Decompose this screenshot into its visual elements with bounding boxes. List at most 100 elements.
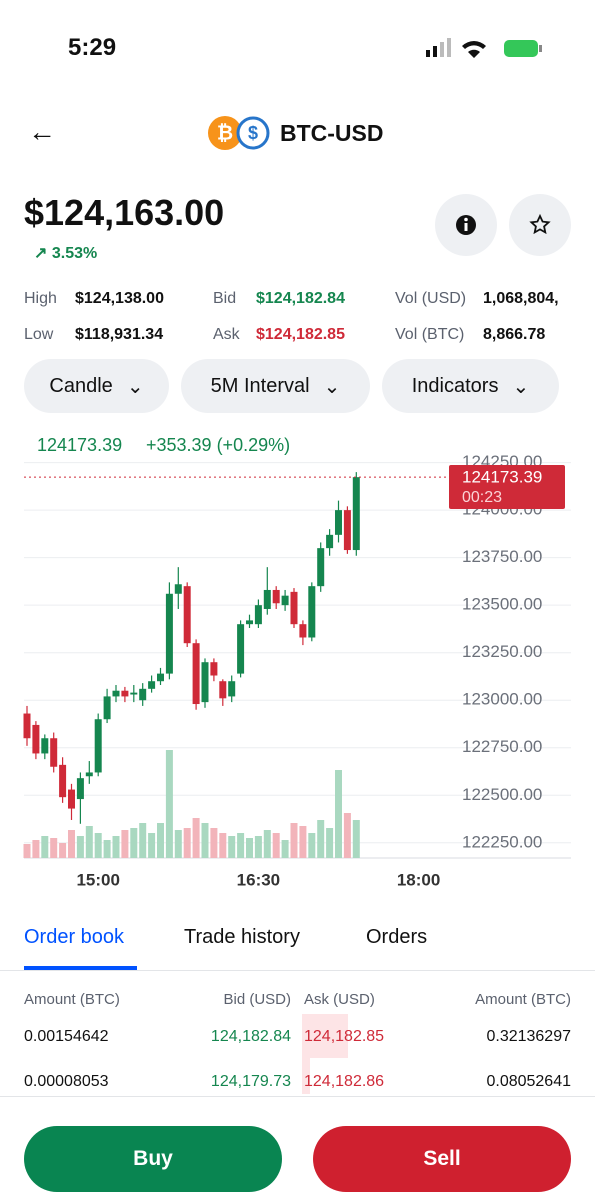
pair-icons: ₿ $ xyxy=(208,116,270,150)
candle-body xyxy=(139,688,147,701)
chart-last-price: 124173.39 xyxy=(37,435,122,455)
candle-body xyxy=(254,605,262,625)
candle-body xyxy=(210,662,218,676)
volume-bar xyxy=(326,828,334,858)
candle-body xyxy=(76,778,84,800)
candle-body xyxy=(299,624,307,638)
volume-bar xyxy=(139,823,147,858)
candle-body xyxy=(281,595,289,606)
amount: 0.00008053 xyxy=(24,1073,109,1090)
volume-bar xyxy=(85,826,93,858)
candle-body xyxy=(228,681,236,697)
price-tag-value: 124173.39 xyxy=(462,467,542,486)
price-tag-countdown: 00:23 xyxy=(462,489,502,506)
volume-bar xyxy=(68,830,75,858)
candle-body xyxy=(32,724,40,754)
column-header: Amount (BTC) xyxy=(24,991,120,1008)
chart: 124173.39 +353.39 (+0.29%) 122250.00 1225… xyxy=(23,435,571,889)
candle-body xyxy=(272,589,280,604)
volume-bar xyxy=(299,826,307,858)
indicators-dropdown[interactable]: Indicators ⌄ xyxy=(382,359,559,413)
candle-body xyxy=(41,738,49,754)
stat-label: High xyxy=(24,290,57,307)
volume-bar xyxy=(41,836,49,858)
candle-body xyxy=(68,789,75,809)
amount: 0.32136297 xyxy=(486,1028,571,1045)
x-tick-label: 18:00 xyxy=(397,870,440,889)
chart-type-dropdown[interactable]: Candle ⌄ xyxy=(24,359,169,413)
volume-bar xyxy=(254,836,262,858)
candle-body xyxy=(326,534,334,549)
column-header: Ask (USD) xyxy=(304,991,375,1008)
candle-body xyxy=(335,510,342,535)
candle-body xyxy=(112,690,120,697)
volume-bar xyxy=(290,823,298,858)
y-tick-label: 122750.00 xyxy=(462,737,542,756)
candle-body xyxy=(157,673,164,682)
candle-body xyxy=(352,477,360,551)
candle-body xyxy=(103,696,111,720)
volume-bar xyxy=(76,836,84,858)
volume-bar xyxy=(219,833,227,858)
stat-label: Vol (USD) xyxy=(395,290,467,307)
amount: 0.00154642 xyxy=(24,1028,109,1045)
tab[interactable]: Order book xyxy=(24,926,125,948)
volume-bar xyxy=(112,836,120,858)
amount: 0.08052641 xyxy=(486,1073,571,1090)
volume-bar xyxy=(103,840,111,858)
bid: 124,182.84 xyxy=(210,1028,291,1045)
y-tick-label: 123000.00 xyxy=(462,690,542,709)
volume-bar xyxy=(59,843,67,858)
y-tick-label: 123250.00 xyxy=(462,642,542,661)
volume-bar xyxy=(50,838,58,858)
y-tick-label: 122250.00 xyxy=(462,832,542,851)
volume-bar xyxy=(263,830,271,858)
candle-body xyxy=(192,643,200,705)
volume-bar xyxy=(192,818,200,858)
volume-bar xyxy=(174,830,182,858)
candle-body xyxy=(50,738,58,767)
chart-change: +353.39 (+0.29%) xyxy=(146,435,290,455)
candle-body xyxy=(23,713,31,739)
candle-body xyxy=(174,584,182,594)
candle-body xyxy=(317,548,325,587)
volume-bar xyxy=(165,750,173,858)
buy-button[interactable]: Buy xyxy=(24,1126,282,1192)
tab[interactable]: Trade history xyxy=(184,926,300,948)
candle-body xyxy=(219,681,227,699)
price-change-value: 3.53% xyxy=(51,245,98,262)
y-tick-label: 122500.00 xyxy=(462,785,542,804)
favorite-button[interactable] xyxy=(509,194,571,256)
volume-bar xyxy=(272,833,280,858)
candle-body xyxy=(148,681,156,689)
x-tick-label: 15:00 xyxy=(76,870,119,889)
back-button[interactable]: ← xyxy=(28,116,56,147)
candle-body xyxy=(343,510,351,551)
candle-body xyxy=(121,690,129,697)
stat-value: $124,182.84 xyxy=(256,290,345,307)
depth-bar xyxy=(302,1058,310,1094)
volume-bar xyxy=(228,836,236,858)
dropdown-label: 5M Interval xyxy=(210,374,310,397)
candle-body xyxy=(263,589,271,609)
sell-button[interactable]: Sell xyxy=(313,1126,571,1192)
tab[interactable]: Orders xyxy=(366,926,428,948)
volume-bar xyxy=(201,823,209,858)
volume-bar xyxy=(130,828,138,858)
volume-bar xyxy=(343,813,351,858)
price: $124,163.00 xyxy=(24,192,225,233)
tab-indicator xyxy=(24,966,137,970)
volume-bar xyxy=(246,838,253,858)
info-button[interactable] xyxy=(435,194,497,256)
stat-value: 1,068,804, xyxy=(483,290,559,307)
candle-body xyxy=(85,772,93,777)
interval-dropdown[interactable]: 5M Interval ⌄ xyxy=(181,359,370,413)
candle-body xyxy=(183,586,191,644)
y-tick-label: 123500.00 xyxy=(462,595,542,614)
volume-bar xyxy=(23,844,31,858)
stat-value: $118,931.34 xyxy=(75,326,164,343)
volume-bar xyxy=(94,833,102,858)
svg-text:$: $ xyxy=(248,123,258,143)
volume-bar xyxy=(121,830,129,858)
